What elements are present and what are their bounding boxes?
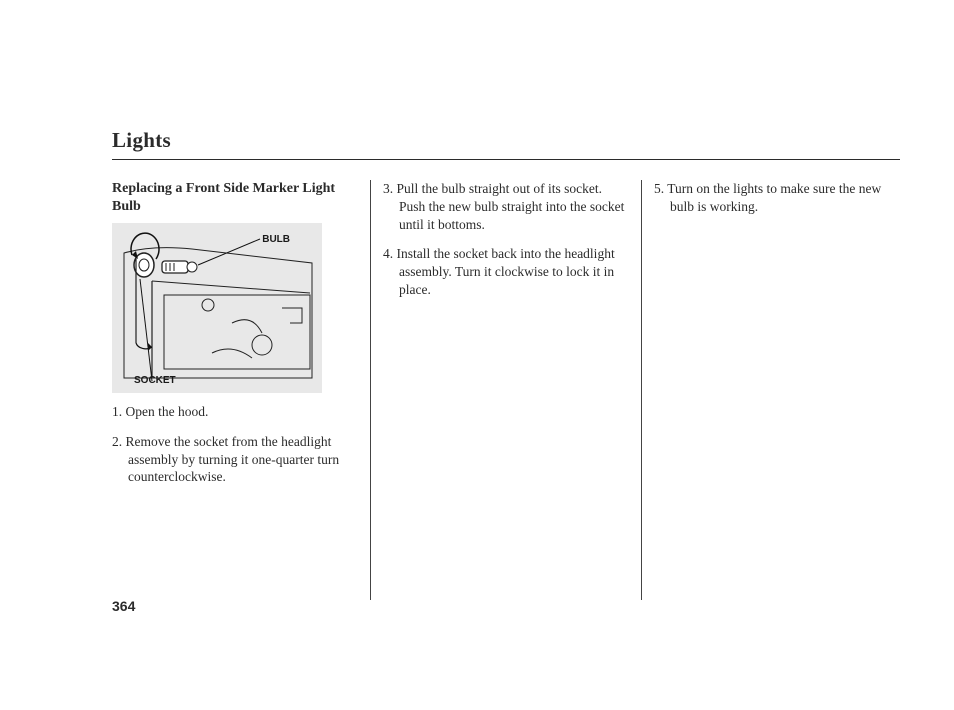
figure-diagram: BULB SOCKET (112, 223, 322, 393)
title-rule (112, 159, 900, 160)
figure-label-socket: SOCKET (134, 374, 176, 387)
column-3: 5. Turn on the lights to make sure the n… (642, 180, 900, 600)
bulb-socket-illustration (112, 223, 322, 393)
step-item: 1. Open the hood. (112, 403, 358, 421)
steps-list-col3: 5. Turn on the lights to make sure the n… (654, 180, 900, 216)
column-1: Replacing a Front Side Marker Light Bulb (112, 180, 370, 600)
steps-list-col1: 1. Open the hood. 2. Remove the socket f… (112, 403, 358, 486)
section-subheading: Replacing a Front Side Marker Light Bulb (112, 180, 358, 217)
step-item: 3. Pull the bulb straight out of its soc… (383, 180, 629, 233)
step-item: 4. Install the socket back into the head… (383, 245, 629, 298)
column-2: 3. Pull the bulb straight out of its soc… (371, 180, 641, 600)
figure-label-bulb: BULB (262, 233, 290, 246)
step-item: 5. Turn on the lights to make sure the n… (654, 180, 900, 216)
page-number: 364 (112, 598, 135, 614)
page-title: Lights (112, 128, 900, 153)
manual-page: Lights Replacing a Front Side Marker Lig… (0, 0, 954, 710)
step-item: 2. Remove the socket from the headlight … (112, 433, 358, 486)
columns-container: Replacing a Front Side Marker Light Bulb (112, 180, 900, 600)
steps-list-col2: 3. Pull the bulb straight out of its soc… (383, 180, 629, 299)
